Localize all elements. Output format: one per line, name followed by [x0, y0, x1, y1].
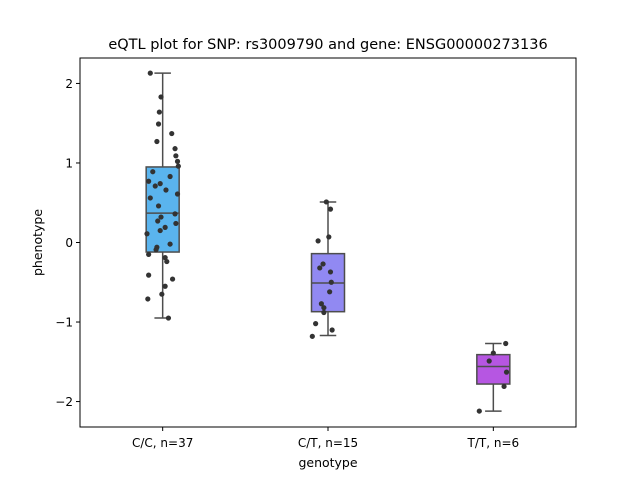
data-point — [146, 178, 152, 184]
data-point — [163, 187, 169, 193]
chart-title: eQTL plot for SNP: rs3009790 and gene: E… — [108, 37, 547, 53]
box-group-3 — [476, 342, 511, 412]
x-axis-label: genotype — [298, 455, 357, 470]
data-point — [146, 251, 152, 258]
data-point — [320, 261, 326, 267]
data-point — [152, 183, 158, 189]
y-tick-label: 0 — [65, 236, 73, 250]
y-axis: −2 −1 0 1 2 — [55, 77, 80, 409]
data-point — [165, 315, 172, 321]
x-tick-label: T/T, n=6 — [467, 436, 520, 450]
y-tick-label: 1 — [65, 156, 73, 170]
data-point — [146, 272, 152, 278]
data-point — [169, 130, 175, 137]
data-point — [174, 158, 181, 164]
data-point — [158, 94, 164, 100]
data-point — [503, 369, 510, 375]
data-point — [154, 138, 160, 145]
y-tick-label: −1 — [55, 316, 73, 330]
data-point — [315, 238, 321, 244]
data-point — [501, 383, 507, 390]
data-point — [155, 218, 161, 224]
y-tick-label: 2 — [65, 77, 73, 91]
data-point — [155, 203, 162, 209]
x-axis: C/C, n=37 C/T, n=15 T/T, n=6 — [132, 427, 519, 450]
y-tick-label: −2 — [55, 395, 73, 409]
data-point — [317, 265, 323, 271]
data-point — [321, 309, 327, 316]
data-point — [164, 258, 170, 265]
data-point — [147, 70, 153, 76]
data-point — [321, 305, 327, 311]
plot-area — [144, 70, 511, 414]
data-point — [313, 321, 319, 327]
data-point — [328, 279, 334, 285]
data-point — [503, 340, 509, 347]
data-point — [476, 408, 482, 414]
data-point — [329, 327, 335, 333]
data-point — [172, 211, 178, 217]
data-point — [144, 231, 150, 237]
data-point — [486, 358, 492, 364]
box-group-1 — [145, 72, 180, 319]
data-point — [159, 291, 165, 297]
data-point — [173, 153, 179, 159]
iqr-box — [476, 353, 511, 385]
iqr-box — [145, 166, 180, 253]
box-group-2 — [310, 201, 346, 337]
data-point — [158, 214, 164, 220]
data-point — [157, 227, 163, 234]
data-point — [156, 109, 162, 115]
data-point — [157, 181, 163, 187]
data-point — [169, 276, 176, 282]
data-point — [323, 199, 329, 205]
data-point — [153, 247, 159, 253]
data-point — [162, 255, 168, 261]
x-tick-label: C/C, n=37 — [132, 436, 193, 450]
y-axis-label: phenotype — [30, 209, 45, 276]
data-point — [172, 146, 178, 152]
data-point — [327, 269, 334, 275]
data-point — [162, 283, 168, 289]
data-point — [150, 169, 156, 175]
data-point — [318, 301, 324, 307]
data-point — [174, 191, 181, 197]
data-point — [167, 241, 173, 247]
points-group-2 — [309, 199, 335, 339]
data-point — [167, 173, 173, 180]
data-point — [175, 163, 181, 169]
data-point — [309, 333, 315, 339]
data-point — [327, 206, 334, 212]
data-point — [490, 350, 496, 356]
points-group-3 — [476, 340, 510, 414]
data-point — [326, 234, 332, 240]
data-point — [327, 289, 333, 295]
data-point — [155, 121, 162, 127]
points-group-1 — [144, 70, 181, 321]
data-point — [173, 220, 179, 227]
data-point — [147, 195, 153, 201]
data-point — [145, 296, 151, 302]
x-tick-label: C/T, n=15 — [298, 436, 358, 450]
data-point — [162, 224, 168, 230]
